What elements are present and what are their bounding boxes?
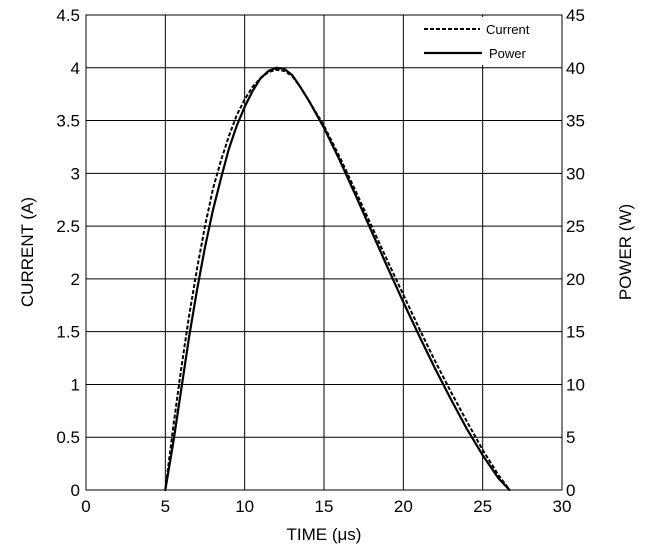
- y-left-tick-label: 4: [71, 59, 80, 78]
- x-axis-title: TIME (μs): [287, 525, 362, 544]
- y-left-tick-label: 3: [71, 164, 80, 183]
- y-left-tick-label: 0: [71, 481, 80, 500]
- legend-box: [410, 17, 558, 65]
- y-left-tick-label: 4.5: [56, 6, 80, 25]
- x-tick-label: 5: [161, 497, 170, 516]
- x-tick-label: 15: [315, 497, 334, 516]
- y-right-tick-label: 10: [566, 375, 585, 394]
- y-right-tick-label: 35: [566, 112, 585, 131]
- y-left-tick-label: 2.5: [56, 217, 80, 236]
- y-right-tick-label: 0: [566, 481, 575, 500]
- y-right-tick-label: 45: [566, 6, 585, 25]
- y-right-tick-label: 30: [566, 164, 585, 183]
- legend-label-current: Current: [486, 22, 530, 37]
- x-tick-label: 10: [235, 497, 254, 516]
- y-right-tick-label: 40: [566, 59, 585, 78]
- y-right-tick-label: 15: [566, 323, 585, 342]
- x-tick-label: 0: [81, 497, 90, 516]
- legend-label-power: Power: [489, 46, 527, 61]
- y-right-tick-label: 5: [566, 428, 575, 447]
- y-left-tick-label: 1: [71, 375, 80, 394]
- x-tick-label: 20: [394, 497, 413, 516]
- y-left-tick-label: 2: [71, 270, 80, 289]
- y-axis-left-title: CURRENT (A): [18, 197, 37, 307]
- y-left-tick-label: 1.5: [56, 323, 80, 342]
- x-tick-label: 25: [473, 497, 492, 516]
- y-right-tick-label: 25: [566, 217, 585, 236]
- y-axis-right-title: POWER (W): [616, 204, 635, 300]
- y-left-tick-label: 0.5: [56, 428, 80, 447]
- y-left-tick-label: 3.5: [56, 112, 80, 131]
- legend: Current Power: [410, 17, 558, 65]
- y-right-tick-label: 20: [566, 270, 585, 289]
